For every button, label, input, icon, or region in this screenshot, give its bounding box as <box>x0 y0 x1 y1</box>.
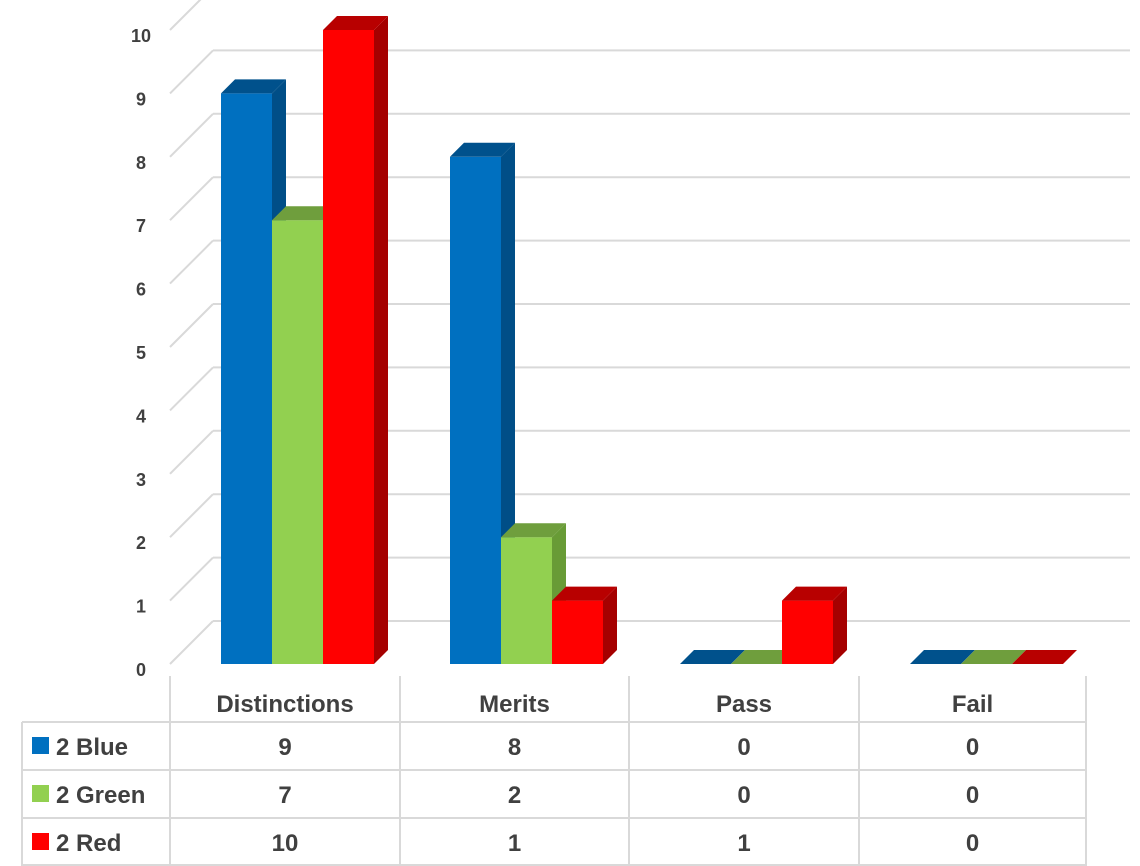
gridline-diagonal <box>169 0 202 31</box>
bar <box>782 586 847 664</box>
bar-top <box>450 142 515 157</box>
bar-front <box>272 220 323 664</box>
data-table-value: 2 <box>508 782 521 809</box>
y-tick-label: 10 <box>131 26 151 46</box>
y-axis-ticks: 0 1 2 3 4 5 6 7 8 9 10 <box>131 26 151 680</box>
bar-top <box>961 650 1026 664</box>
bar-front <box>450 156 501 665</box>
data-table-value: 9 <box>278 734 291 761</box>
y-tick-label: 7 <box>136 216 146 236</box>
gridline-diagonal <box>169 366 214 412</box>
legend-swatch <box>32 833 49 850</box>
data-table-value: 8 <box>508 734 521 761</box>
data-table-value: 0 <box>966 782 979 809</box>
bar-top <box>731 650 796 664</box>
bar-top <box>272 206 337 221</box>
y-tick-label: 4 <box>136 406 146 426</box>
y-tick-label: 8 <box>136 153 146 173</box>
bar-side <box>833 586 847 664</box>
y-tick-label: 2 <box>136 533 146 553</box>
bar-top <box>552 586 617 601</box>
category-label: Fail <box>952 691 993 718</box>
bars <box>221 16 1077 665</box>
bar-front <box>782 600 833 664</box>
data-table-value: 0 <box>737 734 750 761</box>
bar-top <box>1012 650 1077 664</box>
bar-front <box>552 600 603 664</box>
gridline-diagonal <box>169 556 214 602</box>
bar-top <box>782 586 847 601</box>
category-label: Pass <box>716 691 772 718</box>
gridline-diagonal <box>169 113 214 158</box>
y-tick-label: 0 <box>136 660 146 680</box>
bar-top <box>501 523 566 538</box>
bar-top <box>680 650 745 664</box>
data-table: Distinctions Merits Pass Fail 2 Blue 9 8 0 0 2 Gr… <box>21 676 1087 866</box>
bar-front <box>323 30 374 664</box>
bar-top <box>910 650 975 664</box>
legend-label: 2 Blue <box>56 734 128 761</box>
bar <box>961 650 1026 664</box>
y-tick-label: 5 <box>136 343 146 363</box>
bar <box>731 650 796 664</box>
data-table-value: 0 <box>966 734 979 761</box>
category-label: Distinctions <box>216 691 353 718</box>
legend-swatch <box>32 785 49 802</box>
gridline-diagonal <box>169 493 214 538</box>
bar <box>680 650 745 664</box>
bar-top <box>323 16 388 30</box>
gridline-diagonal <box>169 303 214 348</box>
data-table-value: 7 <box>278 782 291 809</box>
y-tick-label: 6 <box>136 280 146 300</box>
data-table-value: 0 <box>966 830 979 857</box>
gridline-diagonal <box>169 49 214 95</box>
y-tick-label: 3 <box>136 470 146 490</box>
gridline-diagonal <box>169 239 214 285</box>
bar <box>552 586 617 664</box>
bar-front <box>501 537 552 664</box>
bar-top <box>221 79 286 94</box>
gridline-diagonal <box>169 430 214 475</box>
gridline-diagonal <box>169 176 214 221</box>
legend-label: 2 Green <box>56 782 145 809</box>
y-tick-label: 9 <box>136 89 146 109</box>
legend-swatch <box>32 737 49 754</box>
data-table-value: 0 <box>737 782 750 809</box>
bar-front <box>221 93 272 664</box>
legend-label: 2 Red <box>56 830 121 857</box>
bar <box>1012 650 1077 664</box>
bar <box>910 650 975 664</box>
y-tick-label: 1 <box>136 597 146 617</box>
bar-side <box>374 16 388 664</box>
bar <box>323 16 388 664</box>
bar-side <box>603 586 617 664</box>
category-label: Merits <box>479 691 550 718</box>
data-table-value: 1 <box>737 830 750 857</box>
data-table-value: 10 <box>272 830 299 857</box>
data-table-value: 1 <box>508 830 521 857</box>
gridline-diagonal <box>169 620 214 665</box>
